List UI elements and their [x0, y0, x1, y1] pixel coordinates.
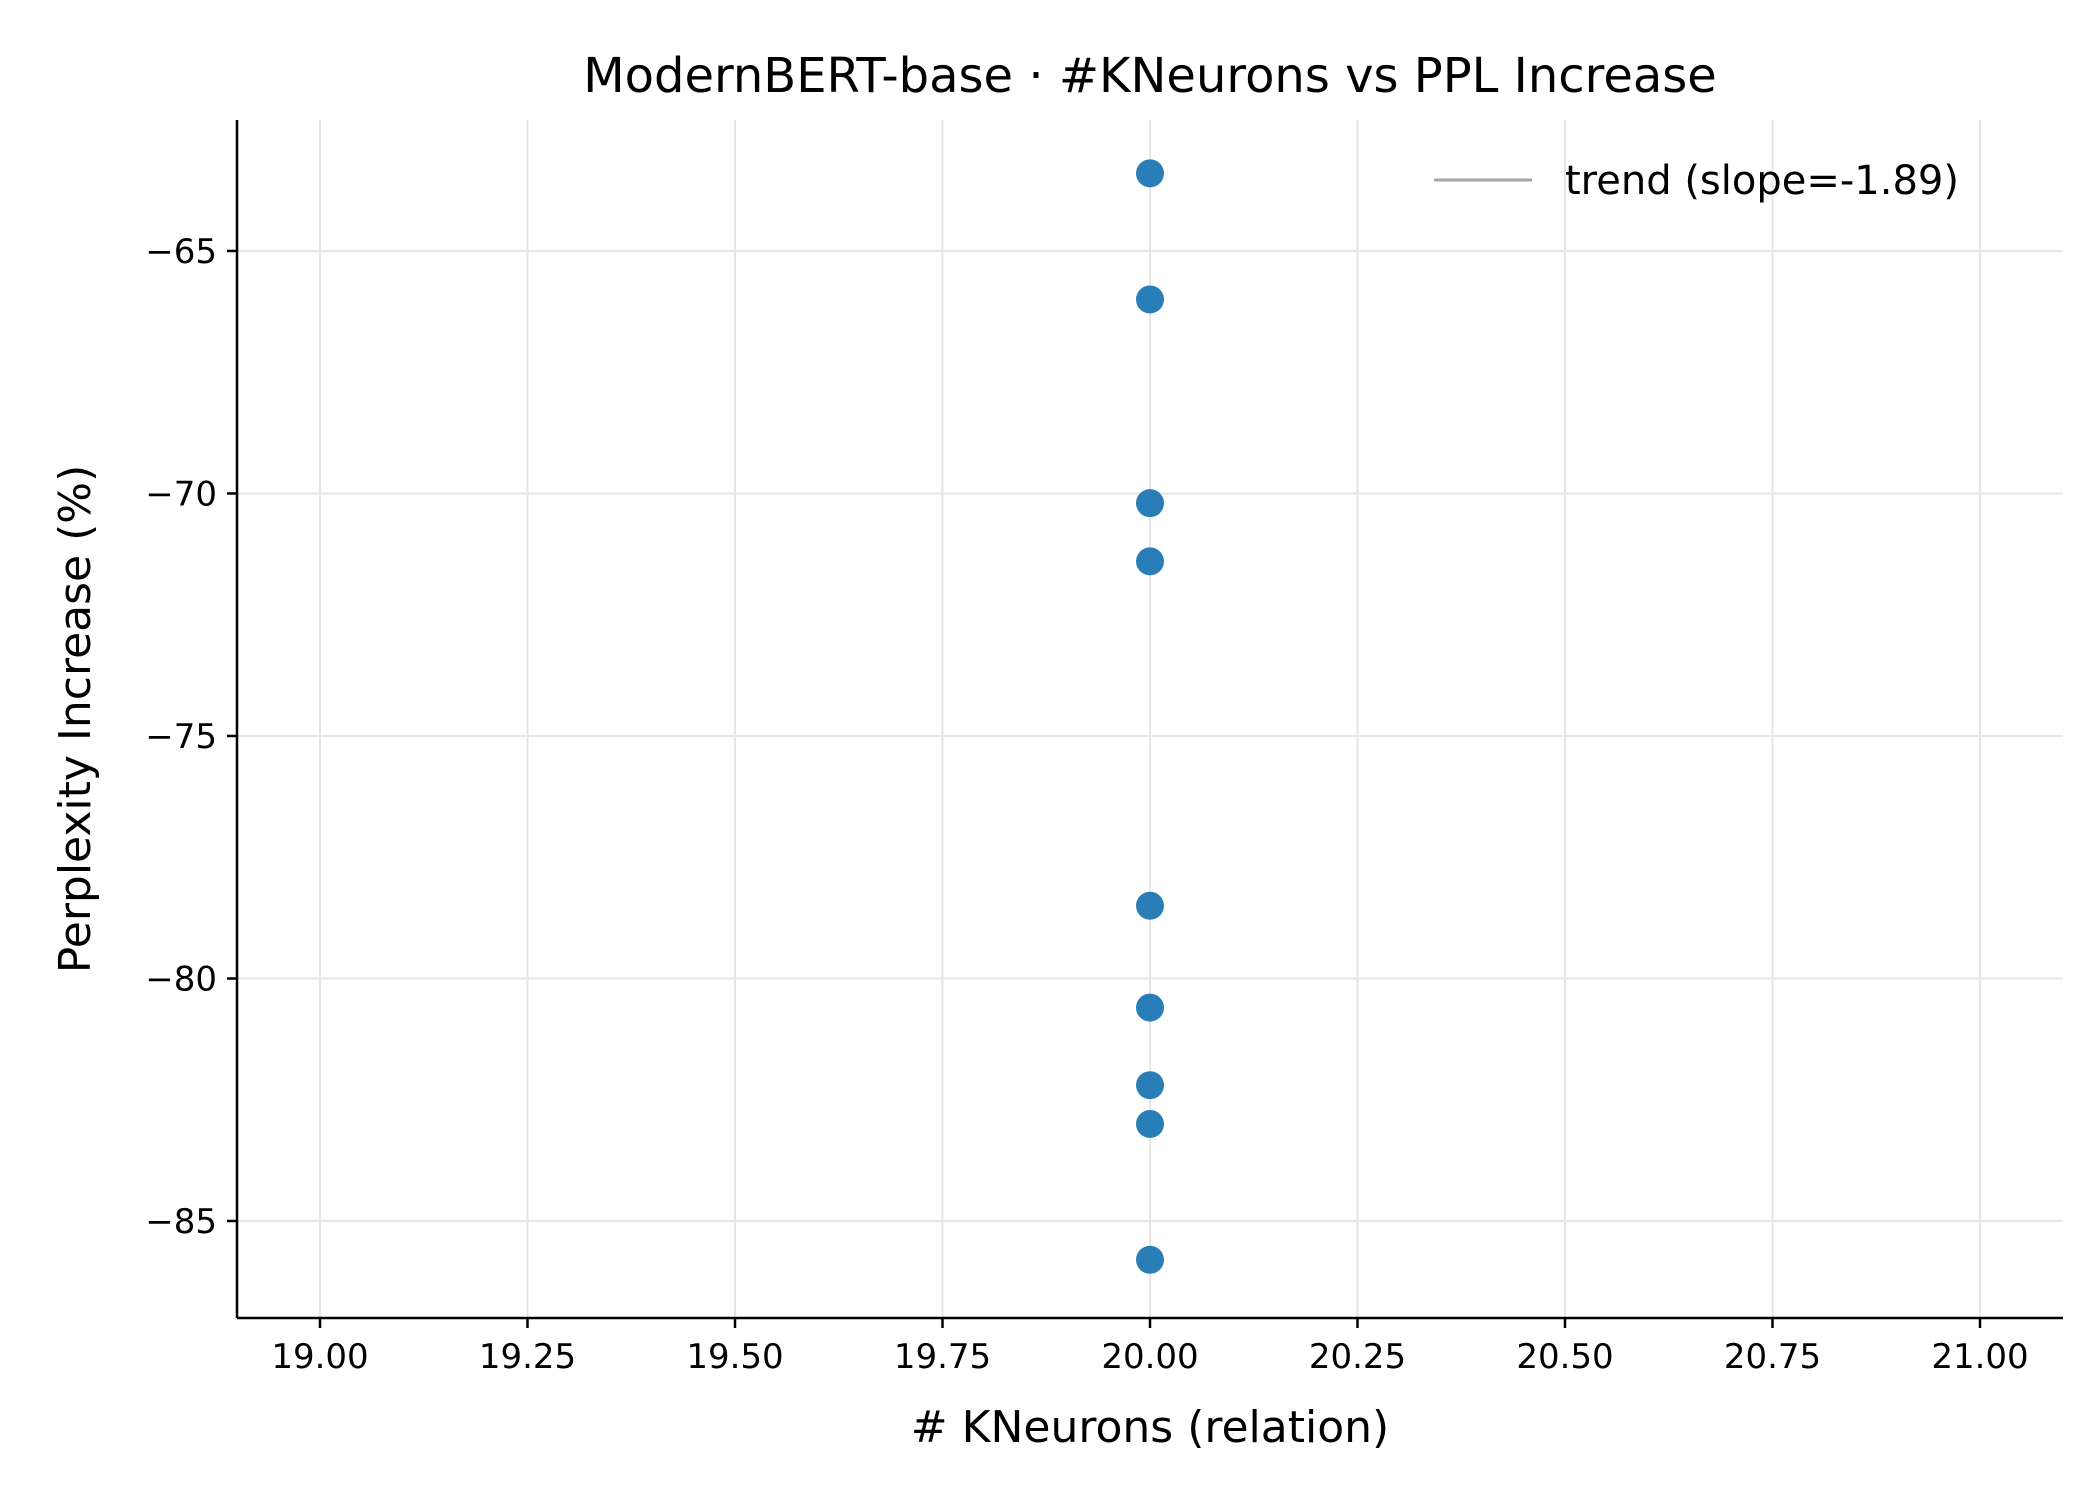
scatter-point [1136, 547, 1164, 576]
grid [237, 120, 2063, 1318]
scatter-point [1136, 993, 1164, 1022]
x-axis-label: # KNeurons (relation) [911, 1402, 1389, 1453]
legend: trend (slope=-1.89) [1434, 158, 1959, 204]
x-tick-label: 19.25 [479, 1337, 576, 1377]
x-tick-label: 20.50 [1516, 1337, 1613, 1377]
y-tick-label: −65 [145, 232, 217, 272]
y-axis-ticks: −65 −70 −75 −80 −85 [145, 232, 237, 1242]
x-tick-label: 19.75 [894, 1337, 991, 1377]
x-tick-label: 20.25 [1309, 1337, 1406, 1377]
y-axis-label: Perplexity Increase (%) [50, 465, 101, 973]
scatter-point [1136, 1109, 1164, 1138]
y-tick-label: −80 [145, 959, 217, 999]
x-axis-ticks: 19.00 19.25 19.50 19.75 20.00 20.25 20.50 20.75… [271, 1318, 2029, 1377]
x-tick-label: 20.00 [1101, 1337, 1198, 1377]
scatter-point [1136, 891, 1164, 920]
chart-title: ModernBERT-base · #KNeurons vs PPL Incre… [583, 48, 1717, 104]
scatter-point [1136, 489, 1164, 518]
y-tick-label: −75 [145, 717, 217, 757]
scatter-point [1136, 285, 1164, 314]
x-tick-label: 21.00 [1931, 1337, 2028, 1377]
scatter-point [1136, 159, 1164, 188]
data-points [1136, 159, 1164, 1274]
y-tick-label: −70 [145, 474, 217, 514]
x-tick-label: 20.75 [1724, 1337, 1821, 1377]
y-tick-label: −85 [145, 1202, 217, 1242]
x-tick-label: 19.00 [271, 1337, 368, 1377]
x-tick-label: 19.50 [686, 1337, 783, 1377]
scatter-point [1136, 1071, 1164, 1100]
scatter-point [1136, 1245, 1164, 1274]
legend-trend-label: trend (slope=-1.89) [1565, 158, 1959, 204]
